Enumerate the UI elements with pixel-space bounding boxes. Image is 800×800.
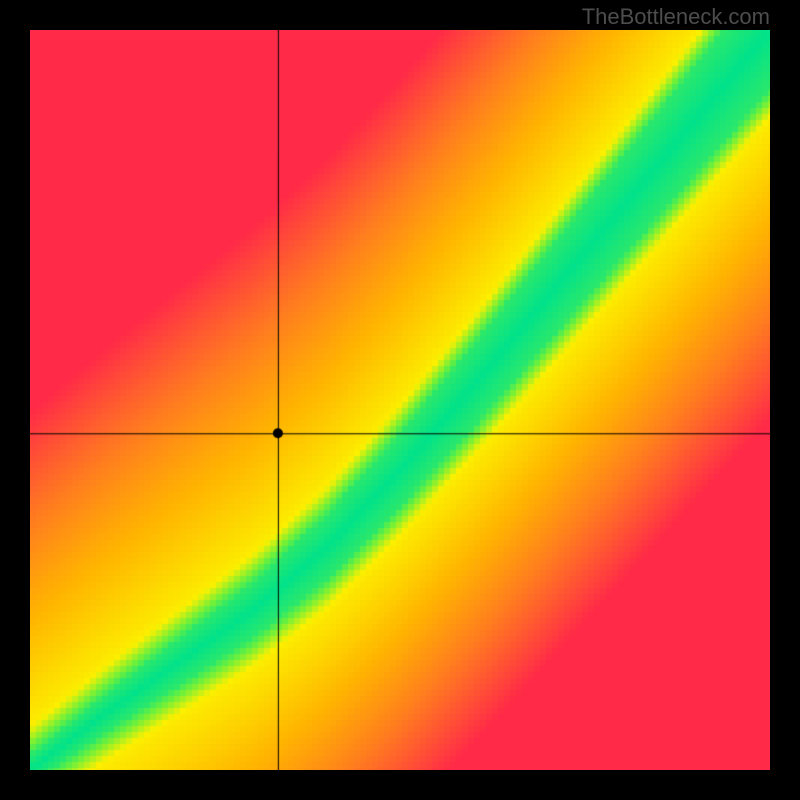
attribution-text: TheBottleneck.com bbox=[582, 4, 770, 30]
bottleneck-heatmap bbox=[30, 30, 770, 770]
heatmap-container bbox=[30, 30, 770, 770]
